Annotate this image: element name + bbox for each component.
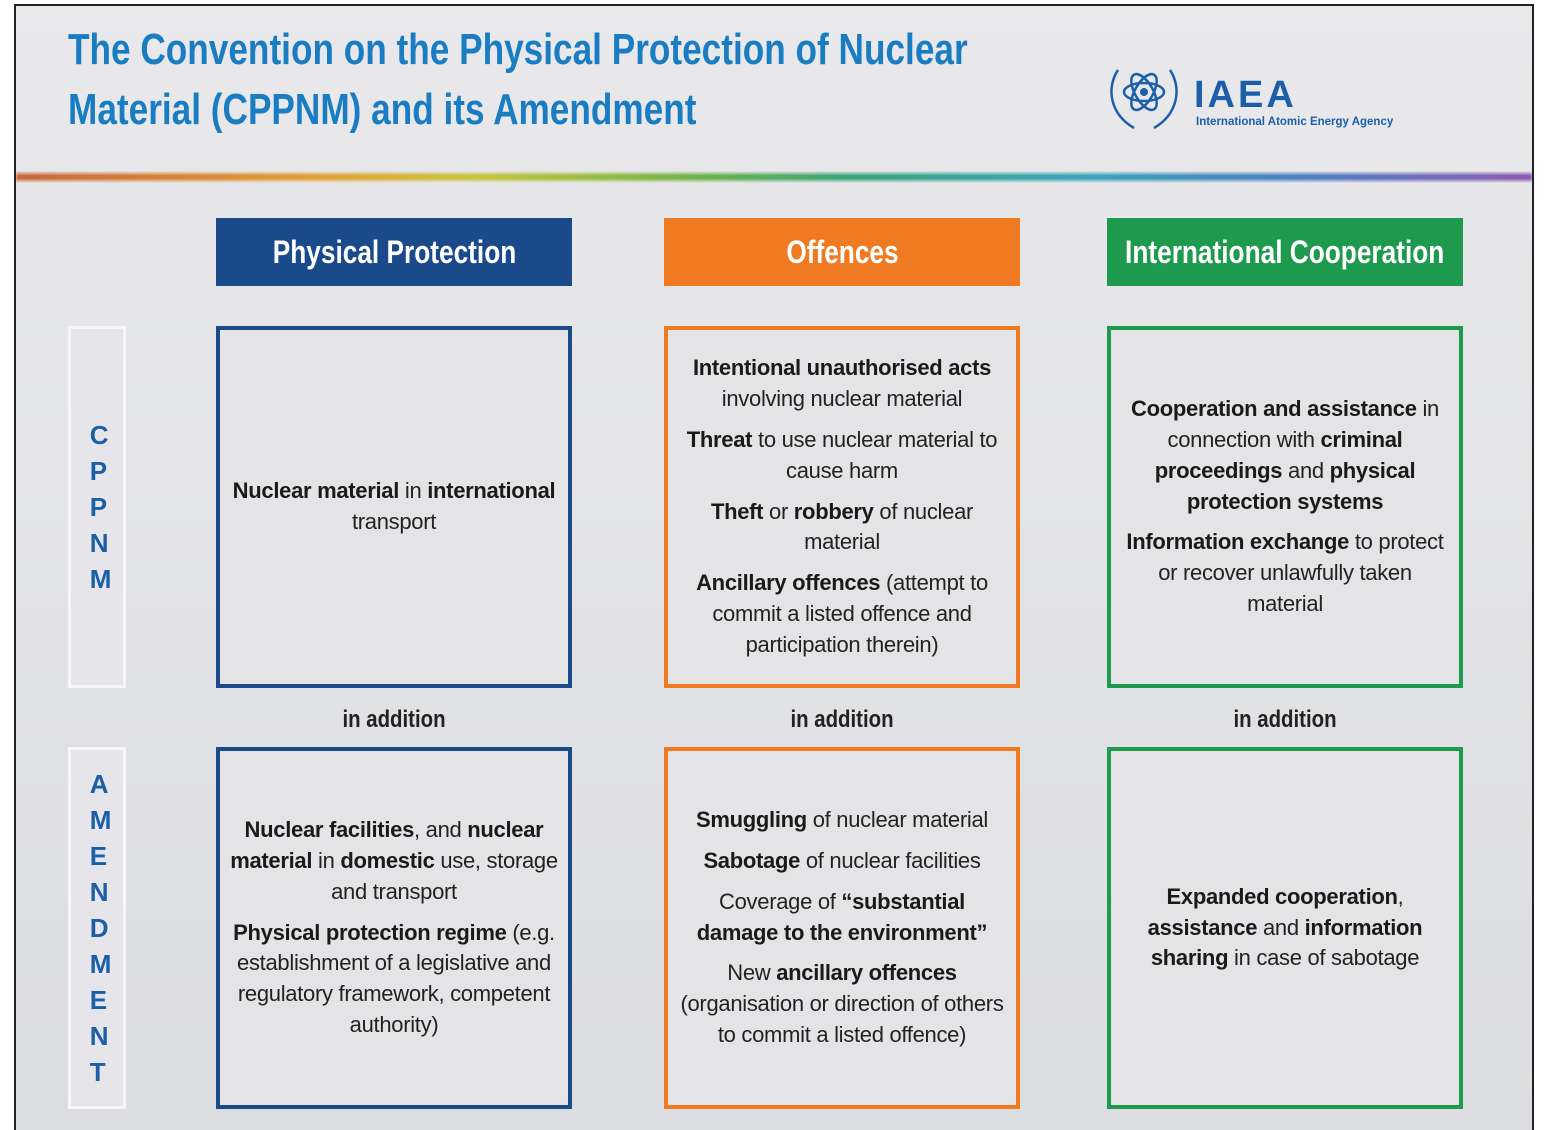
cell-paragraph: Coverage of “substantial damage to the e… [678,887,1006,949]
column-title: Physical Protection [272,234,516,271]
row-label-text: AMENDMENT [90,766,104,1090]
bold-text: assistance [1148,915,1258,940]
title-line: Material (CPPNM) and its Amendment [68,80,968,140]
cell-paragraph: Nuclear facilities, and nuclear material… [230,815,558,907]
cell-paragraph: Theft or robbery of nuclear material [678,497,1006,559]
bold-text: Physical protection regime [233,920,506,945]
bold-text: Smuggling [696,807,807,832]
plain-text: and [1257,915,1304,940]
connector-label: in addition [1134,706,1437,734]
plain-text: of nuclear material [807,807,988,832]
plain-text: or [763,499,794,524]
column-header: International Cooperation [1107,218,1463,286]
column-title: Offences [786,234,898,271]
cell-paragraph: Smuggling of nuclear material [696,805,988,836]
bold-text: domestic [340,848,434,873]
bold-text: Sabotage [703,848,800,873]
bold-text: Expanded cooperation [1167,884,1398,909]
bold-text: Intentional unauthorised acts [693,355,991,380]
plain-text: in case of sabotage [1228,945,1419,970]
cell-paragraph: Physical protection regime (e.g. establi… [230,918,558,1041]
cell-box: Nuclear material in international transp… [216,326,572,688]
cell-paragraph: Nuclear material in international transp… [230,476,558,538]
title-line: The Convention on the Physical Protectio… [68,20,968,80]
logo-name: IAEA [1194,74,1297,117]
plain-text: and [1282,458,1329,483]
bold-text: Ancillary offences [696,570,880,595]
infographic: The Convention on the Physical Protectio… [14,4,1534,1130]
cell-box: Expanded cooperation, assistance and inf… [1107,747,1463,1109]
bold-text: ancillary offences [776,960,956,985]
bold-text: Theft [711,499,763,524]
cell-box: Nuclear facilities, and nuclear material… [216,747,572,1109]
bold-text: Cooperation and assistance [1131,396,1417,421]
plain-text: of nuclear facilities [800,848,981,873]
bold-text: Information exchange [1126,529,1349,554]
logo-emblem [1104,52,1184,136]
title: The Convention on the Physical Protectio… [68,20,968,140]
row-label-text: CPPNM [90,417,104,597]
bold-text: Nuclear material [233,478,399,503]
cell-box: Cooperation and assistance in connection… [1107,326,1463,688]
bold-text: Nuclear facilities [245,817,414,842]
plain-text: , [1398,884,1404,909]
plain-text: to use nuclear material to cause harm [752,427,997,483]
connector-label: in addition [243,706,546,734]
logo-subtitle: International Atomic Energy Agency [1196,116,1393,128]
cell-box: Intentional unauthorised acts involving … [664,326,1020,688]
plain-text: transport [352,509,436,534]
plain-text: in [312,848,340,873]
plain-text: (organisation or direction of others to … [680,991,1003,1047]
cell-box: Smuggling of nuclear material Sabotage of… [664,747,1020,1109]
spectrum-band [16,162,1532,192]
cell-paragraph: Intentional unauthorised acts involving … [678,353,1006,415]
bold-text: robbery [794,499,874,524]
column-title: International Cooperation [1125,234,1444,271]
plain-text: in [399,478,427,503]
bold-text: Threat [687,427,752,452]
cell-paragraph: Information exchange to protect or recov… [1121,527,1449,619]
column-header: Offences [664,218,1020,286]
cell-paragraph: Sabotage of nuclear facilities [703,846,980,877]
connector-label: in addition [691,706,994,734]
column-header: Physical Protection [216,218,572,286]
row-label: AMENDMENT [68,747,126,1109]
cell-paragraph: Expanded cooperation, assistance and inf… [1121,882,1449,974]
cell-paragraph: New ancillary offences (organisation or … [678,958,1006,1050]
plain-text: Coverage of [719,889,841,914]
plain-text: involving nuclear material [722,386,962,411]
page-body: The Convention on the Physical Protectio… [0,0,1545,1130]
bold-text: international [427,478,555,503]
plain-text: New [727,960,776,985]
plain-text: , and [414,817,467,842]
cell-paragraph: Threat to use nuclear material to cause … [678,425,1006,487]
cell-paragraph: Ancillary offences (attempt to commit a … [678,568,1006,660]
cell-paragraph: Cooperation and assistance in connection… [1121,394,1449,517]
row-label: CPPNM [68,326,126,688]
